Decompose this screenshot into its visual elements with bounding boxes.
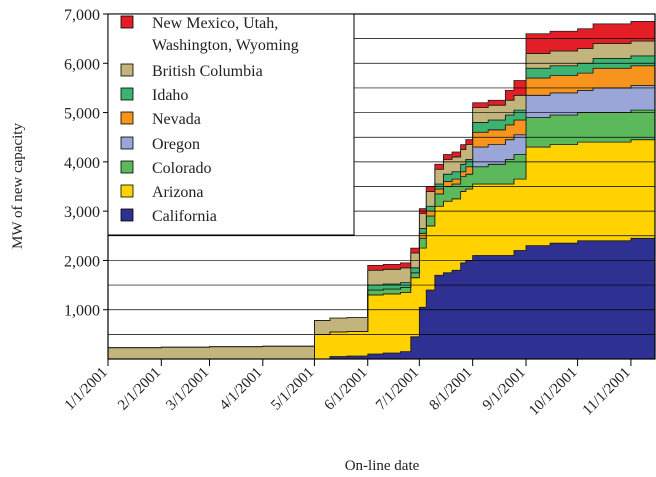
x-tick-label: 11/1/2001 (580, 365, 634, 419)
x-tick-label: 3/1/2001 (163, 365, 212, 414)
x-tick-label: 4/1/2001 (217, 365, 266, 414)
x-axis-label: On-line date (345, 458, 420, 474)
legend-swatch-colorado (120, 160, 134, 174)
legend-swatch-california (120, 208, 134, 222)
legend-label-new-mexico-utah-washington-wyoming: New Mexico, Utah, Washington, Wyoming (152, 15, 299, 54)
x-tick-label: 9/1/2001 (480, 365, 529, 414)
legend-swatch-oregon (120, 136, 134, 150)
x-tick-label: 10/1/2001 (526, 365, 580, 419)
legend-swatch-british-columbia (120, 63, 134, 77)
legend-label-idaho: Idaho (152, 87, 188, 104)
x-tick-label: 8/1/2001 (426, 365, 475, 414)
y-tick-label: 6,000 (64, 56, 100, 73)
x-tick-label: 6/1/2001 (322, 365, 371, 414)
legend: New Mexico, Utah, Washington, Wyoming Brit… (107, 13, 355, 236)
legend-label-california: California (152, 208, 217, 225)
x-tick-label: 2/1/2001 (115, 365, 164, 414)
legend-swatch-arizona (120, 184, 134, 198)
legend-label-colorado: Colorado (152, 160, 212, 177)
legend-swatch-new-mexico-utah-washington-wyoming (120, 15, 134, 29)
legend-label-oregon: Oregon (152, 136, 200, 153)
y-tick-label: 5,000 (64, 106, 100, 123)
legend-box (107, 13, 355, 236)
y-axis-label: MW of new capacity (10, 123, 26, 249)
legend-swatch-idaho (120, 87, 134, 101)
legend-label-arizona: Arizona (152, 184, 204, 201)
y-tick-label: 1,000 (64, 303, 100, 320)
y-axis-ticks: 1,000 2,000 3,000 4,000 5,000 6,000 7,000 (64, 7, 108, 320)
y-tick-label: 7,000 (64, 7, 100, 24)
legend-swatch-nevada (120, 111, 134, 125)
legend-label-british-columbia: British Columbia (152, 63, 263, 80)
y-tick-label: 2,000 (64, 253, 100, 270)
x-tick-label: 7/1/2001 (373, 365, 422, 414)
y-tick-label: 4,000 (64, 155, 100, 172)
gridlines (108, 38, 655, 335)
x-axis-ticks: 1/1/2001 2/1/2001 3/1/2001 4/1/2001 5/1/2001… (62, 359, 634, 419)
x-tick-label: 5/1/2001 (268, 365, 317, 414)
legend-label-nevada: Nevada (152, 111, 201, 128)
x-tick-label: 1/1/2001 (62, 365, 111, 414)
y-tick-label: 3,000 (64, 204, 100, 221)
